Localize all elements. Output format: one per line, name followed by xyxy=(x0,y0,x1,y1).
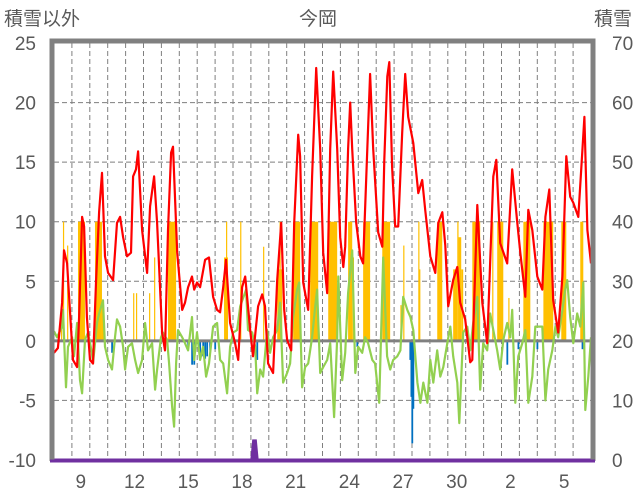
orange-bar xyxy=(418,221,420,341)
blue-bar xyxy=(204,340,207,359)
orange-bar xyxy=(461,269,464,341)
chart-title: 今岡 xyxy=(299,8,337,30)
blue-bar xyxy=(536,340,539,350)
left-axis-title: 積雪以外 xyxy=(4,8,80,30)
orange-bar xyxy=(403,245,405,341)
left-tick-label: 15 xyxy=(15,153,36,174)
right-tick-label: 0 xyxy=(612,451,623,472)
right-tick-label: 10 xyxy=(612,391,633,412)
orange-bar xyxy=(293,221,301,341)
orange-bar xyxy=(492,221,494,341)
green-series-line xyxy=(53,249,593,428)
blue-bar xyxy=(256,340,259,360)
orange-bar xyxy=(94,221,102,341)
blue-bar xyxy=(356,340,359,347)
orange-bar xyxy=(240,221,242,341)
left-tick-label: 10 xyxy=(15,213,36,234)
left-tick-label: 20 xyxy=(15,94,36,115)
blue-bar xyxy=(506,340,509,365)
right-tick-label: 30 xyxy=(612,272,633,293)
x-tick-label: 2 xyxy=(505,472,516,493)
blue-bar xyxy=(206,340,209,357)
blue-bar xyxy=(411,340,414,444)
orange-bar xyxy=(263,246,265,341)
orange-bar xyxy=(363,221,371,341)
orange-bar xyxy=(497,221,504,341)
orange-bar xyxy=(154,257,156,341)
orange-bar xyxy=(77,221,85,341)
x-tick-label: 24 xyxy=(339,472,361,493)
orange-bar xyxy=(419,269,421,341)
right-tick-label: 60 xyxy=(612,94,633,115)
orange-bar xyxy=(135,293,138,341)
blue-bar xyxy=(111,340,113,353)
left-tick-label: -5 xyxy=(19,391,36,412)
orange-bar xyxy=(543,221,554,341)
left-tick-label: 0 xyxy=(25,332,36,353)
orange-bar xyxy=(382,221,391,341)
x-tick-label: 9 xyxy=(76,472,87,493)
plot-border xyxy=(49,38,596,461)
blue-bar xyxy=(214,340,217,350)
right-tick-label: 70 xyxy=(612,34,633,55)
right-tick-label: 40 xyxy=(612,213,633,234)
orange-bar xyxy=(149,293,151,341)
left-tick-label: -10 xyxy=(9,451,36,472)
orange-bar xyxy=(310,221,319,341)
orange-bar xyxy=(453,269,458,341)
orange-bar xyxy=(472,221,481,341)
orange-bar xyxy=(437,221,443,341)
plot-frame xyxy=(49,38,596,463)
blue-bar xyxy=(199,340,202,357)
orange-bar xyxy=(168,221,177,341)
orange-bar xyxy=(133,293,135,341)
right-axis-title: 積雪 xyxy=(594,8,632,30)
orange-bar xyxy=(67,245,69,341)
x-tick-label: 5 xyxy=(559,472,570,493)
blue-bar xyxy=(517,340,520,350)
orange-bar xyxy=(580,221,584,341)
x-tick-label: 15 xyxy=(178,472,199,493)
orange-bar xyxy=(328,221,338,341)
right-tick-label: 50 xyxy=(612,153,633,174)
blue-bar xyxy=(581,340,584,350)
x-tick-label: 12 xyxy=(124,472,145,493)
blue-bar xyxy=(412,340,415,409)
right-tick-label: 20 xyxy=(612,332,633,353)
x-tick-label: 18 xyxy=(231,472,252,493)
orange-bar xyxy=(561,221,567,341)
x-tick-label: 30 xyxy=(446,472,467,493)
orange-bar xyxy=(279,221,281,341)
left-tick-label: 5 xyxy=(25,272,36,293)
orange-bar xyxy=(508,297,510,341)
left-tick-label: 25 xyxy=(15,34,36,55)
x-tick-label: 21 xyxy=(285,472,306,493)
x-tick-label: 27 xyxy=(392,472,413,493)
blue-bar xyxy=(409,340,412,360)
red-series-line xyxy=(53,61,593,375)
blue-bar xyxy=(191,340,194,365)
